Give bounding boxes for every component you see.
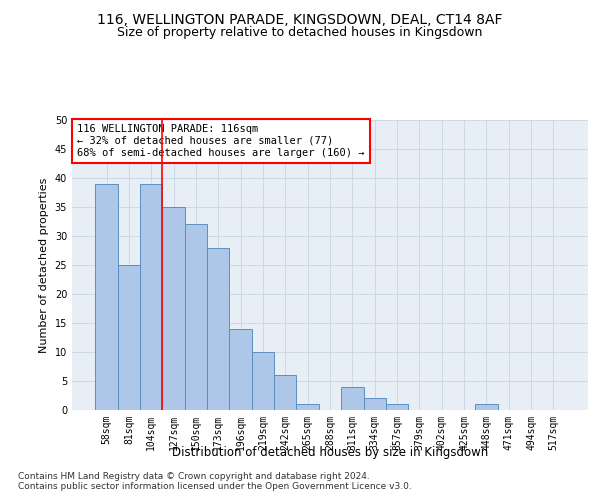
Bar [386,404,408,410]
Y-axis label: Number of detached properties: Number of detached properties [39,178,49,352]
Text: 116 WELLINGTON PARADE: 116sqm
← 32% of detached houses are smaller (77)
68% of s: 116 WELLINGTON PARADE: 116sqm ← 32% of d… [77,124,365,158]
Text: Contains public sector information licensed under the Open Government Licence v3: Contains public sector information licen… [18,482,412,491]
Bar [207,248,229,410]
Bar [341,387,364,410]
Text: Size of property relative to detached houses in Kingsdown: Size of property relative to detached ho… [118,26,482,39]
Bar [140,184,163,410]
Bar [364,398,386,410]
Bar [252,352,274,410]
Bar [118,265,140,410]
Text: 116, WELLINGTON PARADE, KINGSDOWN, DEAL, CT14 8AF: 116, WELLINGTON PARADE, KINGSDOWN, DEAL,… [97,12,503,26]
Bar [163,207,185,410]
Bar [185,224,207,410]
Bar [296,404,319,410]
Bar [475,404,497,410]
Bar [95,184,118,410]
Bar [229,329,252,410]
Bar [274,375,296,410]
Text: Distribution of detached houses by size in Kingsdown: Distribution of detached houses by size … [172,446,488,459]
Text: Contains HM Land Registry data © Crown copyright and database right 2024.: Contains HM Land Registry data © Crown c… [18,472,370,481]
